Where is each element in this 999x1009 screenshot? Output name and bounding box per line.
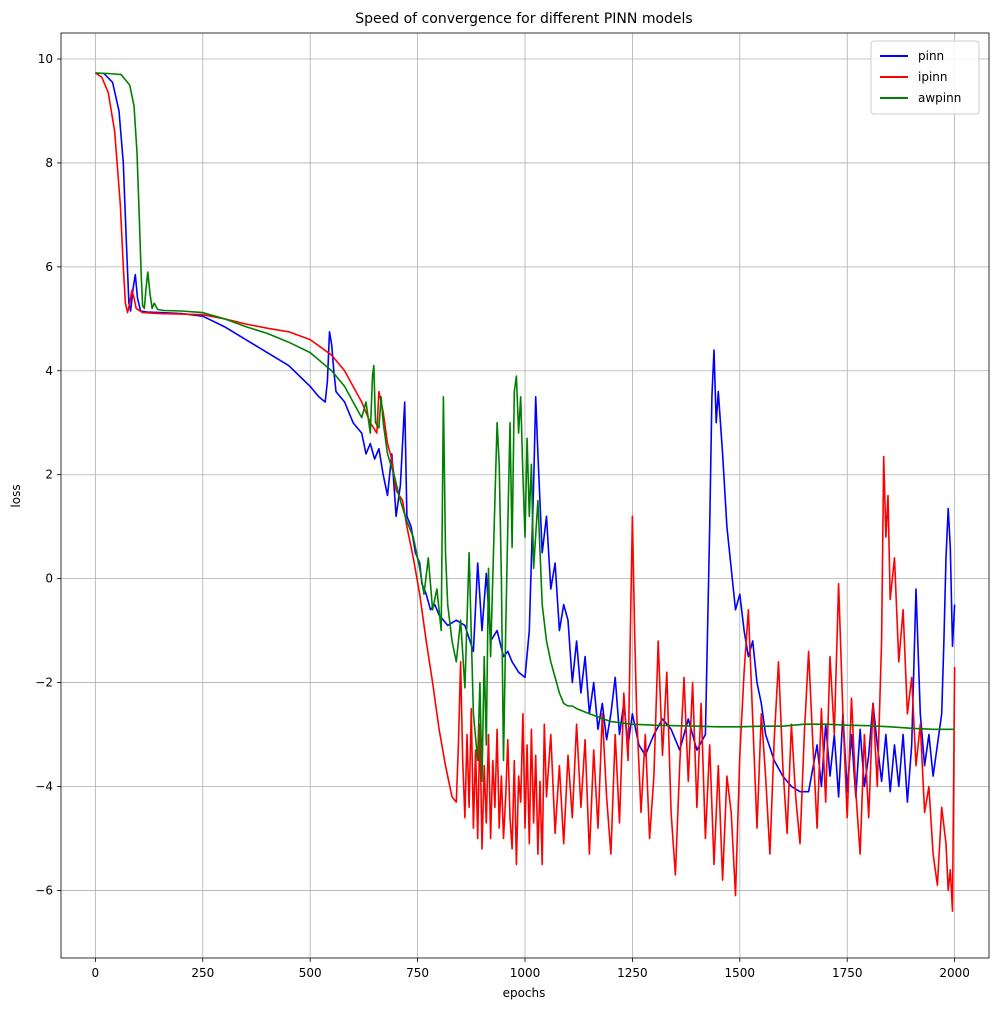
x-tick-label-8: 2000 <box>939 966 970 980</box>
y-tick-label-6: 6 <box>45 260 53 274</box>
axis-ticks: 0 250 500 750 1000 1250 1500 1750 2000 −6 −4 −2 0 2 4 6… <box>35 52 970 980</box>
legend-label-ipinn: ipinn <box>918 70 948 84</box>
series-line-awpinn <box>95 72 955 783</box>
y-tick-label-7: 8 <box>45 156 53 170</box>
y-tick-label-8: 10 <box>38 52 53 66</box>
x-tick-label-1: 250 <box>191 966 214 980</box>
legend-label-awpinn: awpinn <box>918 91 961 105</box>
legend: pinn ipinn awpinn <box>870 40 980 115</box>
y-tick-label-0: −6 <box>35 883 53 897</box>
grid <box>61 33 989 958</box>
y-tick-label-5: 4 <box>45 364 53 378</box>
series-lines <box>94 72 956 912</box>
y-axis-label: loss <box>9 484 23 507</box>
x-tick-label-2: 500 <box>299 966 322 980</box>
x-tick-label-4: 1000 <box>510 966 541 980</box>
x-axis-label: epochs <box>503 986 546 1000</box>
x-tick-label-5: 1250 <box>617 966 648 980</box>
x-tick-label-3: 750 <box>406 966 429 980</box>
legend-box <box>870 40 980 115</box>
x-tick-label-6: 1500 <box>725 966 756 980</box>
x-tick-label-0: 0 <box>92 966 100 980</box>
legend-label-pinn: pinn <box>918 49 944 63</box>
y-tick-label-1: −4 <box>35 780 53 794</box>
series-line-pinn <box>95 72 956 803</box>
x-tick-label-7: 1750 <box>832 966 863 980</box>
y-tick-label-2: −2 <box>35 676 53 690</box>
y-tick-label-3: 0 <box>45 572 53 586</box>
y-tick-label-4: 2 <box>45 468 53 482</box>
chart-title: Speed of convergence for different PINN … <box>355 11 692 27</box>
